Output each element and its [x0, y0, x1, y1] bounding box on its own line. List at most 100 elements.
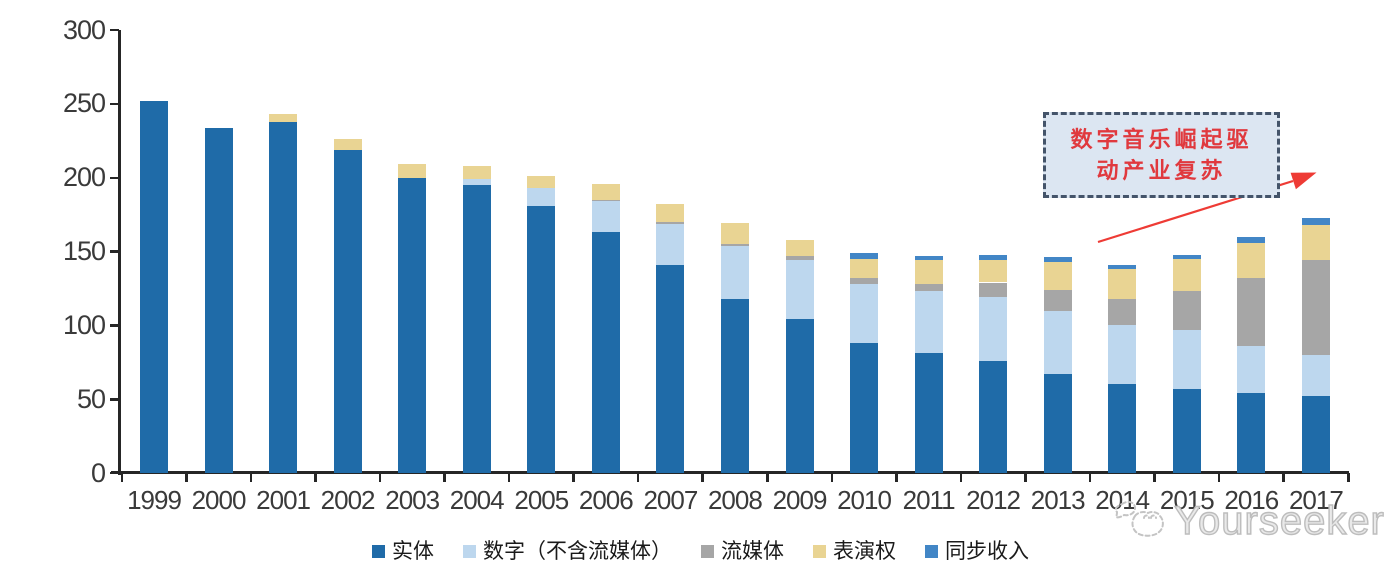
bar-segment-2000: [204, 127, 233, 473]
legend-swatch-icon: [701, 544, 714, 558]
bar-segment-2004: [462, 185, 491, 473]
bar-segment-2014: [1108, 298, 1137, 326]
x-axis-tick: [1347, 473, 1350, 482]
bar-segment-2012: [979, 282, 1008, 298]
legend-swatch-icon: [372, 544, 385, 558]
legend-item: 数字（不含流媒体）: [463, 540, 672, 562]
bar-segment-2010: [850, 253, 878, 259]
y-axis-tick: [110, 250, 119, 253]
x-axis-label: 2016: [1224, 485, 1279, 515]
x-axis-tick: [378, 473, 382, 482]
x-axis-tick: [443, 473, 446, 482]
x-axis-label: 2002: [320, 485, 376, 515]
y-axis-label: 0: [90, 457, 106, 488]
y-axis-label: 150: [62, 236, 106, 266]
x-axis-label: 2004: [449, 485, 505, 515]
x-axis-tick: [572, 473, 575, 482]
x-axis-tick: [120, 473, 123, 482]
yourseeker-logo-icon: [1114, 500, 1164, 537]
legend-item: 表演权: [813, 540, 896, 562]
bar-segment-1999: [140, 100, 168, 473]
bar-segment-2014: [1108, 325, 1137, 385]
x-axis-tick: [249, 473, 253, 482]
bar-segment-2006: [591, 201, 620, 233]
x-axis-tick: [1088, 473, 1092, 482]
y-axis-label: 300: [62, 14, 106, 45]
y-axis-tick: [110, 324, 119, 327]
bar-segment-2015: [1172, 291, 1201, 330]
x-axis-tick: [185, 473, 188, 482]
bar-segment-2017: [1301, 224, 1330, 261]
x-axis-tick: [1282, 473, 1285, 482]
bar-segment-2017: [1301, 396, 1330, 473]
bar-segment-2001: [269, 114, 298, 122]
x-axis-label: 2014: [1095, 485, 1150, 515]
x-axis-label: 2017: [1288, 485, 1344, 515]
x-axis-tick: [701, 473, 704, 482]
bar-segment-2012: [979, 254, 1008, 261]
bar-segment-2017: [1301, 354, 1330, 397]
bar-segment-2005: [527, 205, 556, 473]
bar-segment-2009: [785, 239, 814, 256]
x-axis-label: 2000: [191, 485, 247, 515]
bar-segment-2002: [333, 139, 362, 150]
bar-segment-2015: [1172, 254, 1201, 259]
x-axis-tick: [507, 473, 511, 482]
watermark-text: Yourseeker: [1173, 499, 1385, 543]
bar-segment-2004: [462, 165, 491, 180]
bar-segment-2013: [1043, 289, 1072, 311]
bar-segment-2010: [850, 278, 878, 284]
bar-segment-2016: [1237, 278, 1266, 346]
x-axis-label: 1999: [127, 485, 182, 515]
bar-segment-2012: [979, 260, 1008, 283]
legend-label: 流媒体: [721, 539, 784, 563]
legend-label: 表演权: [833, 539, 896, 563]
bar-segment-2012: [979, 297, 1008, 361]
bar-segment-2017: [1301, 260, 1330, 355]
bar-segment-2014: [1108, 269, 1137, 299]
x-axis-label: 2007: [643, 485, 698, 515]
bar-segment-2005: [527, 188, 556, 206]
y-axis-tick: [110, 176, 119, 179]
y-axis-label: 50: [76, 383, 106, 414]
x-axis-tick: [1153, 473, 1156, 482]
bar-segment-2008: [720, 223, 749, 245]
bar-segment-2009: [785, 260, 814, 320]
bar-segment-2017: [1301, 217, 1330, 225]
x-axis-tick: [636, 473, 640, 482]
x-axis-label: 2006: [578, 485, 634, 515]
bar-segment-2002: [333, 149, 362, 473]
legend-item: 同步收入: [925, 540, 1029, 562]
bar-segment-2007: [656, 222, 685, 224]
bar-segment-2003: [398, 164, 427, 178]
bar-segment-2006: [591, 199, 620, 202]
bar-segment-2008: [720, 244, 749, 246]
x-axis-tick: [830, 473, 833, 482]
chart-legend: 实体 数字（不含流媒体） 流媒体 表演权 同步收入: [372, 540, 1029, 562]
x-axis-tick: [1024, 473, 1027, 482]
bar-segment-2005: [527, 176, 556, 188]
bar-segment-2016: [1237, 346, 1266, 394]
bar-segment-2013: [1043, 261, 1072, 290]
bar-segment-2009: [785, 255, 814, 261]
x-axis-tick: [1217, 473, 1221, 482]
bar-segment-2013: [1043, 257, 1072, 262]
x-axis-label: 2011: [902, 485, 956, 515]
x-axis-label: 2015: [1159, 485, 1215, 515]
bar-segment-2010: [850, 284, 878, 344]
x-axis-label: 2010: [837, 485, 892, 515]
x-axis-tick: [766, 473, 769, 482]
y-axis-label: 100: [62, 309, 106, 340]
bar-segment-2004: [462, 179, 491, 185]
bar-segment-2007: [656, 204, 685, 222]
bar-segment-2010: [850, 258, 878, 279]
bar-segment-2009: [785, 319, 814, 473]
annotation-text-line1: 数字音乐崛起驱: [1070, 127, 1253, 152]
annotation-text-line2: 动产业复苏: [1096, 158, 1227, 183]
legend-label: 数字（不含流媒体）: [483, 539, 672, 563]
y-axis-tick: [110, 28, 119, 32]
bar-segment-2007: [656, 264, 685, 473]
y-axis-tick: [110, 398, 119, 401]
bar-segment-2014: [1108, 384, 1137, 473]
bar-segment-2015: [1172, 258, 1201, 292]
